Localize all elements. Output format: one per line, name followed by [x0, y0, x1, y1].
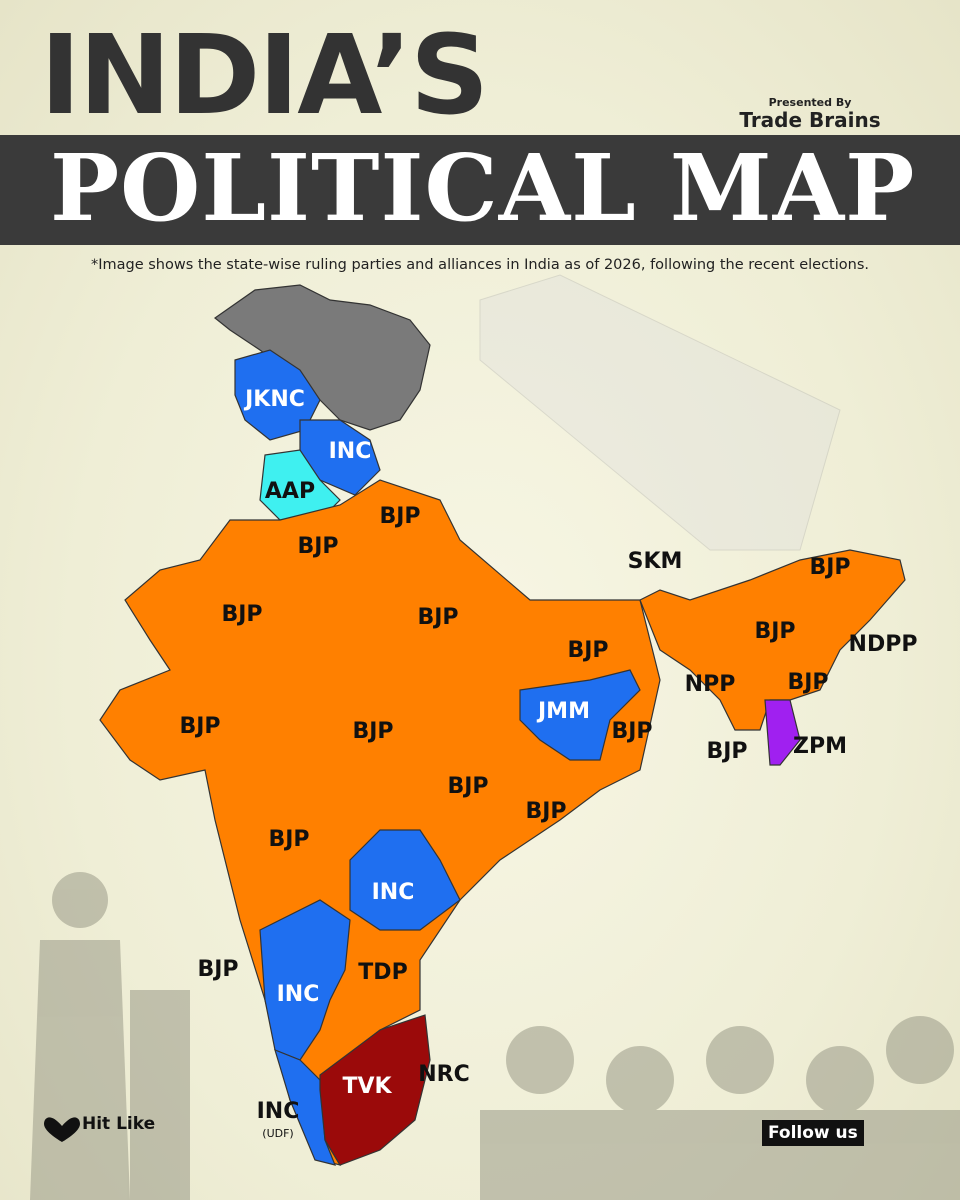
- party-label: BJP: [611, 719, 652, 744]
- party-label: NRC: [418, 1062, 470, 1087]
- party-label: BJP: [525, 799, 566, 824]
- party-label: AAP: [265, 479, 315, 504]
- party-label: BJP: [268, 827, 309, 852]
- party-label: NDPP: [849, 632, 918, 657]
- party-label: INC: [277, 982, 320, 1007]
- party-label: BJP: [754, 619, 795, 644]
- party-label: INC: [329, 439, 372, 464]
- party-label: BJP: [706, 739, 747, 764]
- party-label: INC: [257, 1099, 300, 1124]
- party-label: JMM: [536, 699, 590, 724]
- like-button[interactable]: Hit Like: [82, 1114, 156, 1134]
- presenter-label: Presented By: [768, 96, 852, 109]
- title-band: [0, 135, 960, 245]
- heart-icon: [44, 1117, 80, 1142]
- india-map: [99, 284, 906, 1166]
- title-line1: INDIA’S: [40, 11, 489, 139]
- party-label: (UDF): [262, 1127, 293, 1140]
- note: *Image shows the state-wise ruling parti…: [90, 257, 869, 273]
- party-label: BJP: [179, 714, 220, 739]
- evm-machine: [479, 274, 841, 551]
- party-label: NPP: [685, 672, 736, 697]
- party-label: BJP: [417, 605, 458, 630]
- party-label: TVK: [342, 1074, 392, 1099]
- party-label: BJP: [809, 555, 850, 580]
- party-label: BJP: [567, 638, 608, 663]
- follow-button[interactable]: Follow us: [762, 1120, 864, 1146]
- party-label: BJP: [787, 670, 828, 695]
- party-label: BJP: [221, 602, 262, 627]
- party-label: BJP: [297, 534, 338, 559]
- title-line2: POLITICAL MAP: [50, 134, 916, 242]
- party-label: TDP: [358, 960, 407, 985]
- presenter-name: Trade Brains: [739, 108, 881, 132]
- silhouettes: [30, 872, 960, 1200]
- party-label: BJP: [447, 774, 488, 799]
- party-label: INC: [372, 880, 415, 905]
- party-label: BJP: [197, 957, 238, 982]
- party-label: SKM: [628, 549, 683, 574]
- party-label: JKNC: [243, 387, 305, 412]
- party-label: ZPM: [793, 734, 847, 759]
- party-label: BJP: [352, 719, 393, 744]
- party-label: BJP: [379, 504, 420, 529]
